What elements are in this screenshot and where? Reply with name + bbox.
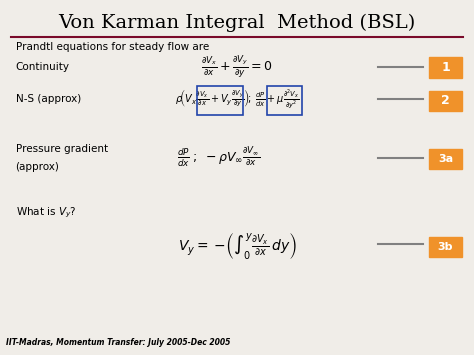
Text: Von Karman Integral  Method (BSL): Von Karman Integral Method (BSL) [58,14,416,32]
Text: $V_y = -\!\left(\int_0^y \frac{\partial V_x}{\partial x}\, dy\right)$: $V_y = -\!\left(\int_0^y \frac{\partial … [178,231,296,261]
Text: $\frac{dP}{dx} \;;\; -\rho V_\infty \frac{\partial V_\infty}{\partial x}$: $\frac{dP}{dx} \;;\; -\rho V_\infty \fra… [177,146,260,170]
Text: Pressure gradient: Pressure gradient [16,144,108,154]
Text: N-S (approx): N-S (approx) [16,94,81,104]
Text: $\frac{\partial V_x}{\partial x} + \frac{\partial V_y}{\partial y} = 0$: $\frac{\partial V_x}{\partial x} + \frac… [201,53,273,80]
FancyBboxPatch shape [429,57,462,78]
Text: IIT-Madras, Momentum Transfer: July 2005-Dec 2005: IIT-Madras, Momentum Transfer: July 2005… [6,338,230,347]
Text: What is $V_y$?: What is $V_y$? [16,206,76,220]
FancyBboxPatch shape [429,149,462,169]
Text: 3b: 3b [438,242,453,252]
Text: $\rho\!\left(V_x \frac{\partial V_x}{\partial x} + V_y \frac{\partial V_y}{\part: $\rho\!\left(V_x \frac{\partial V_x}{\pa… [175,88,299,111]
Text: Prandtl equations for steady flow are: Prandtl equations for steady flow are [16,42,209,52]
Text: 2: 2 [441,94,450,108]
Text: (approx): (approx) [16,162,59,172]
Text: Continuity: Continuity [16,61,70,72]
Text: 3a: 3a [438,154,453,164]
FancyBboxPatch shape [429,91,462,111]
Text: 1: 1 [441,61,450,74]
FancyBboxPatch shape [429,237,462,257]
